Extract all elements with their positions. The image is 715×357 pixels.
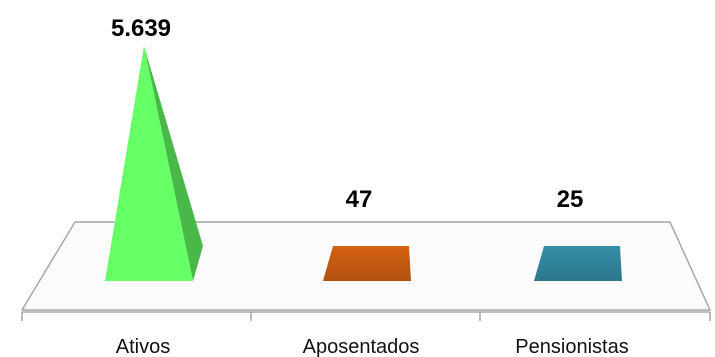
category-label-aposentados: Aposentados (303, 336, 420, 357)
pyramid-bar-ativos (105, 46, 193, 281)
category-label-pensionistas: Pensionistas (515, 336, 628, 357)
value-label-pensionistas: 25 (557, 186, 584, 213)
category-label-ativos: Ativos (116, 336, 170, 357)
pyramid-side-ativos (144, 46, 203, 281)
pyramid-bar-pensionistas (534, 246, 622, 281)
value-label-aposentados: 47 (346, 186, 373, 213)
value-label-ativos: 5.639 (111, 15, 171, 42)
pyramid-bar-aposentados (323, 246, 411, 281)
